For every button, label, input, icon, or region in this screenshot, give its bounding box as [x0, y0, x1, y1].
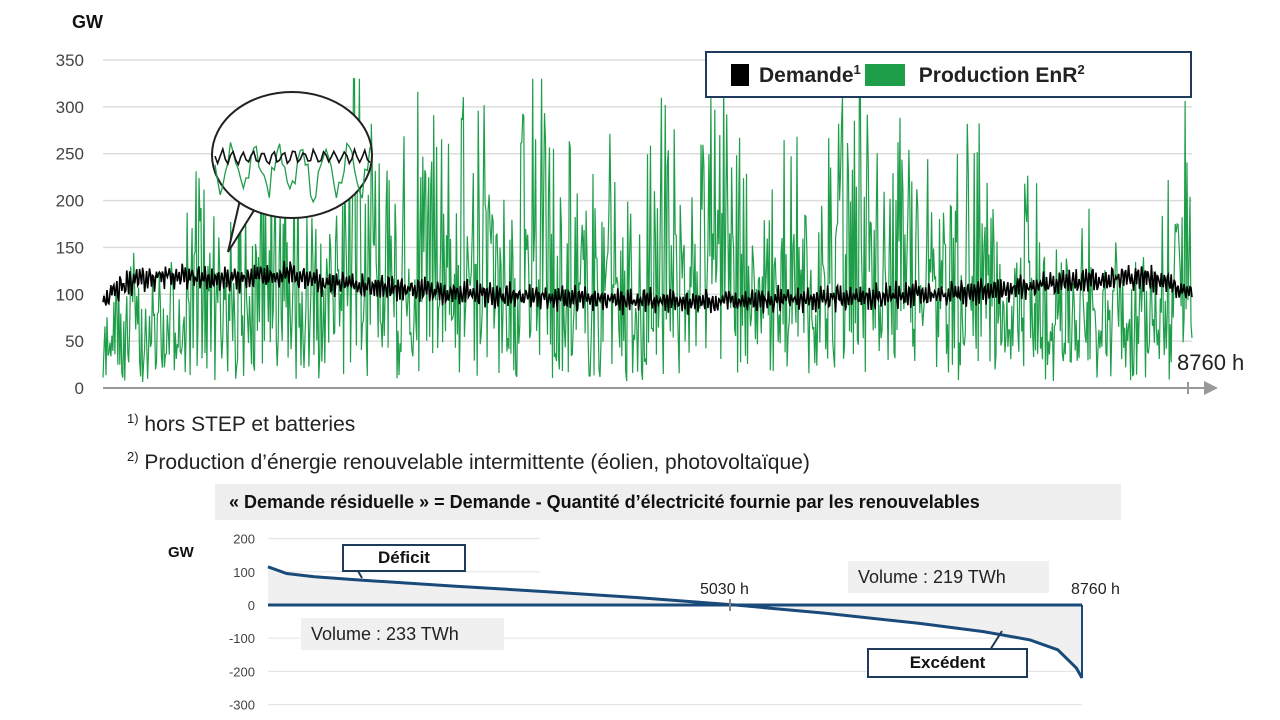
deficit-pointer — [357, 570, 363, 579]
zoom-bubble — [211, 91, 373, 253]
x-axis-arrow-icon — [1204, 381, 1218, 395]
deficit-callout: Déficit — [342, 544, 466, 572]
legend-swatch-demand — [731, 63, 749, 86]
zoom-bubble-enr-trace — [214, 141, 371, 204]
legend-swatch-enr — [864, 63, 905, 86]
bottom-y-tick: -100 — [229, 631, 255, 646]
top-x-axis — [103, 381, 1218, 395]
demand-line — [102, 260, 1193, 316]
crossing-label: 5030 h — [700, 581, 749, 598]
demand-series — [102, 260, 1193, 316]
top-y-tick: 250 — [56, 145, 84, 164]
volume-deficit-label: Volume : 233 TWh — [301, 618, 504, 650]
top-y-tick: 150 — [56, 238, 84, 257]
bottom-x-end-label: 8760 h — [1071, 581, 1120, 598]
bottom-y-axis-label: GW — [168, 544, 195, 561]
bottom-y-tick: 100 — [233, 565, 255, 580]
top-y-tick: 350 — [56, 51, 84, 70]
top-y-tick: 200 — [56, 192, 84, 211]
top-y-tick-labels: 0 50 100 150 200 250 300 350 — [56, 51, 84, 398]
enr-production-line — [102, 78, 1193, 383]
footnote-1: 1) hors STEP et batteries — [127, 411, 356, 436]
legend-label-demand: Demande1 — [759, 61, 861, 87]
top-y-tick: 50 — [65, 332, 84, 351]
enr-production-series — [102, 78, 1193, 383]
bottom-y-tick: 0 — [248, 598, 255, 613]
top-y-tick: 100 — [56, 285, 84, 304]
top-y-tick: 0 — [75, 379, 84, 398]
footnote-2: 2) Production d’énergie renouvelable int… — [127, 449, 810, 474]
volume-excedent-label: Volume : 219 TWh — [848, 561, 1049, 593]
zoom-bubble-demand-trace — [214, 146, 371, 167]
bottom-y-tick: -200 — [229, 664, 255, 679]
excedent-callout: Excédent — [867, 648, 1028, 678]
top-x-end-label: 8760 h — [1177, 350, 1244, 375]
bottom-y-tick: 200 — [233, 532, 255, 547]
supply-demand-chart: 0 50 100 150 200 250 300 350 GW 8760 h — [56, 12, 1245, 398]
residual-demand-title: « Demande résiduelle » = Demande - Quant… — [215, 484, 1121, 520]
footnotes: 1) hors STEP et batteries 2) Production … — [127, 403, 810, 479]
top-legend: Demande1 Production EnR2 — [705, 51, 1192, 98]
legend-label-enr: Production EnR2 — [918, 61, 1085, 87]
bottom-y-tick: -300 — [229, 698, 255, 713]
top-y-axis-label: GW — [72, 12, 103, 32]
bottom-y-tick-labels: 200 100 0 -100 -200 -300 — [229, 532, 255, 713]
top-y-tick: 300 — [56, 98, 84, 117]
